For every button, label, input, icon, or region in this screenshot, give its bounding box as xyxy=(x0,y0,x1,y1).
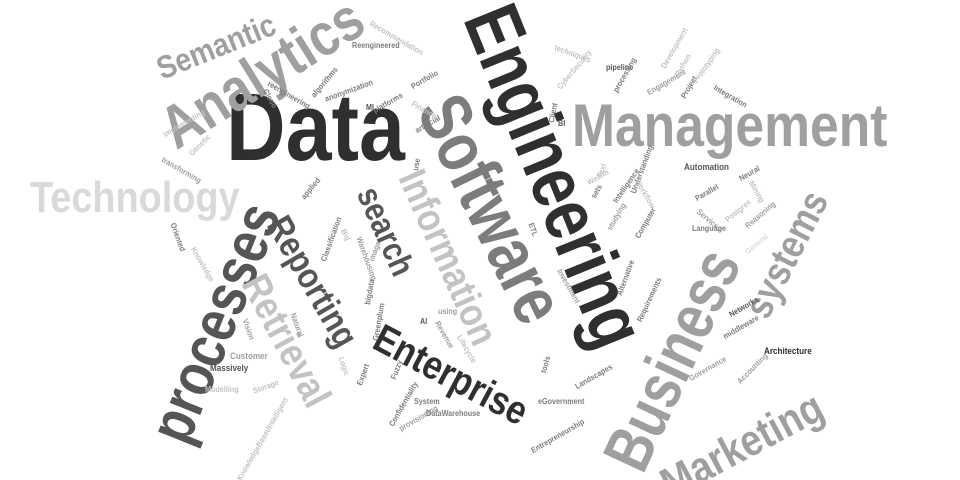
word-modelling: Modelling xyxy=(205,385,239,394)
word-recommendation: Recommendation xyxy=(368,19,425,58)
word-system: System xyxy=(414,397,440,406)
word-classification: Classification xyxy=(319,215,344,263)
word-storage: Storage xyxy=(251,377,280,396)
word-landscapes: Landscapes xyxy=(573,362,615,391)
word-automation: Automation xyxy=(684,162,729,172)
word-bi: BI xyxy=(558,119,566,128)
word-entrepreneurship: Entrepreneurship xyxy=(529,417,586,455)
word-computer: Computer xyxy=(633,206,658,240)
word-egovernment: eGovernment xyxy=(538,397,585,406)
word-neural: Neural xyxy=(737,163,762,183)
word-knowledgebasedintelligent: KnowledgeBasedIntelligent xyxy=(235,396,290,480)
word-big: Big xyxy=(339,227,353,243)
word-logic: Logic xyxy=(336,355,352,377)
word-using: using xyxy=(438,307,458,316)
word-pipeline: pipeline xyxy=(606,63,634,72)
word-tools: tools xyxy=(539,355,553,375)
word-ml: ML xyxy=(366,103,377,112)
word-portfolio: Portfolio xyxy=(409,68,440,91)
word-customer: Customer xyxy=(230,351,268,361)
word-data: Data xyxy=(226,74,405,181)
word-prototyping: Prototyping xyxy=(691,46,722,85)
word-management: Management xyxy=(572,92,888,159)
word-architecture: Architecture xyxy=(764,346,812,356)
word-datawarehouse: DataWarehouse xyxy=(426,409,481,418)
word-accounting: Accounting xyxy=(735,351,770,386)
word-expert: Expert xyxy=(355,362,372,387)
word-reengineered: Reengineered xyxy=(352,41,400,50)
word-ai: AI xyxy=(420,317,428,326)
word-oriented: Oriented xyxy=(168,221,188,253)
word-massively: Massively xyxy=(210,363,249,373)
word-parallel: Parallel xyxy=(693,182,721,203)
word-technology: Technology xyxy=(30,173,240,222)
word-bigdata: bigdata xyxy=(363,278,377,306)
word-language: Language xyxy=(692,224,727,233)
